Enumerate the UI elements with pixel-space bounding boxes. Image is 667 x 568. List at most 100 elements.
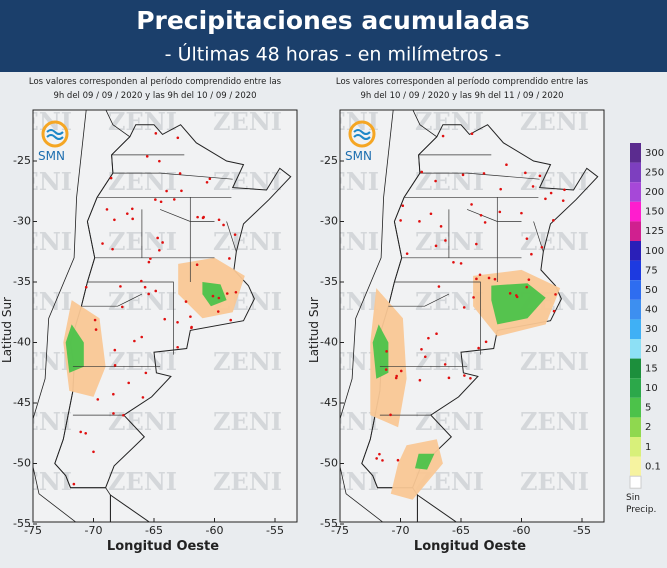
y-tick-label: -30 (13, 215, 31, 228)
station (101, 242, 104, 245)
station (120, 305, 124, 309)
y-tick-label: -40 (320, 336, 338, 349)
station (461, 173, 465, 177)
station (176, 345, 179, 349)
station (72, 482, 76, 486)
station (552, 309, 556, 313)
legend-swatch (630, 280, 641, 300)
station (520, 211, 523, 215)
station (112, 392, 115, 396)
station (459, 262, 463, 265)
station (540, 246, 544, 249)
station (378, 452, 381, 456)
legend-swatch (630, 437, 641, 457)
y-tick-label: -40 (13, 336, 31, 349)
station (470, 132, 474, 136)
station (159, 200, 163, 204)
y-tick-label: -45 (320, 396, 338, 409)
province-border (87, 281, 174, 355)
station (156, 236, 159, 240)
legend-swatch (630, 241, 641, 261)
station (399, 219, 402, 222)
station (427, 336, 430, 340)
station (462, 306, 466, 309)
station (127, 381, 130, 385)
legend-label: 150 (645, 207, 664, 218)
station (470, 203, 473, 206)
legend-swatch (630, 378, 641, 398)
watermark: ZENI (3, 287, 72, 316)
watermark: ZENI (213, 467, 282, 496)
station (154, 198, 157, 201)
watermark: ZENI (520, 467, 589, 496)
watermark: ZENI (310, 287, 379, 316)
watermark: ZENI (415, 227, 484, 256)
station (435, 332, 438, 335)
watermark: ZENI (520, 167, 589, 196)
station (225, 292, 229, 295)
station (93, 318, 97, 322)
station (469, 377, 472, 380)
station (399, 369, 403, 373)
country-outline (361, 124, 599, 489)
station (113, 218, 116, 222)
station (92, 450, 95, 454)
watermark: ZENI (415, 287, 484, 316)
station (439, 225, 443, 228)
station (563, 188, 566, 192)
x-tick-label: -65 (452, 524, 470, 537)
station (119, 285, 122, 288)
station (447, 376, 451, 380)
station (111, 247, 114, 251)
station (84, 432, 88, 435)
station (233, 233, 237, 236)
station (196, 215, 199, 219)
station (234, 290, 238, 294)
station (472, 296, 475, 299)
station (552, 219, 555, 222)
x-tick-label: -60 (206, 524, 224, 537)
y-tick-label: -50 (13, 457, 31, 470)
province-border (388, 293, 450, 307)
station (217, 218, 221, 222)
watermark: ZENI (213, 107, 282, 136)
station (434, 179, 437, 183)
x-axis-label: Longitud Oeste (107, 539, 219, 554)
header-band (0, 0, 667, 72)
legend-label: 200 (645, 187, 664, 198)
precip-area (415, 453, 435, 470)
period-note: 9h del 10 / 09 / 2020 y las 9h del 11 / … (360, 91, 563, 101)
station (395, 374, 398, 378)
station (561, 199, 565, 202)
watermark: ZENI (415, 107, 484, 136)
station (184, 300, 188, 303)
map-content: ZENI ZENI ZENI ZENI ZENI ZENI ZENI ZENI ZENI ZENI… (310, 107, 599, 522)
watermark: ZENI (3, 227, 72, 256)
legend-label: 40 (645, 305, 658, 316)
station (122, 413, 125, 417)
station (498, 210, 502, 214)
watermark: ZENI (520, 107, 589, 136)
station (205, 181, 209, 184)
logo-waves (353, 129, 371, 140)
y-tick-label: -25 (13, 154, 31, 167)
precip-area (65, 324, 84, 373)
station (229, 318, 233, 322)
watermark: ZENI (213, 347, 282, 376)
watermark: ZENI (310, 167, 379, 196)
legend-swatch (630, 201, 641, 222)
x-tick-label: -55 (573, 524, 591, 537)
legend-swatch (630, 417, 641, 437)
legend-label: 15 (645, 363, 658, 374)
legend-label: 0.1 (645, 461, 661, 472)
station (420, 170, 424, 174)
logo-ring (41, 120, 69, 148)
x-axis-label: Longitud Oeste (414, 539, 526, 554)
legend-swatch (630, 397, 641, 418)
station (544, 197, 547, 201)
station (396, 458, 400, 462)
watermark: ZENI (108, 407, 177, 436)
legend-swatch (630, 358, 641, 379)
map-panel: ZENI ZENI ZENI ZENI ZENI ZENI ZENI ZENI ZENI ZENI… (3, 107, 298, 523)
